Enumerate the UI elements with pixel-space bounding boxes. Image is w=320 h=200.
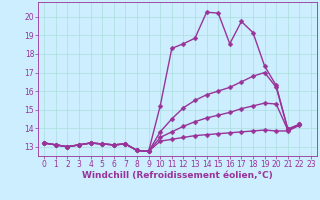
X-axis label: Windchill (Refroidissement éolien,°C): Windchill (Refroidissement éolien,°C): [82, 171, 273, 180]
